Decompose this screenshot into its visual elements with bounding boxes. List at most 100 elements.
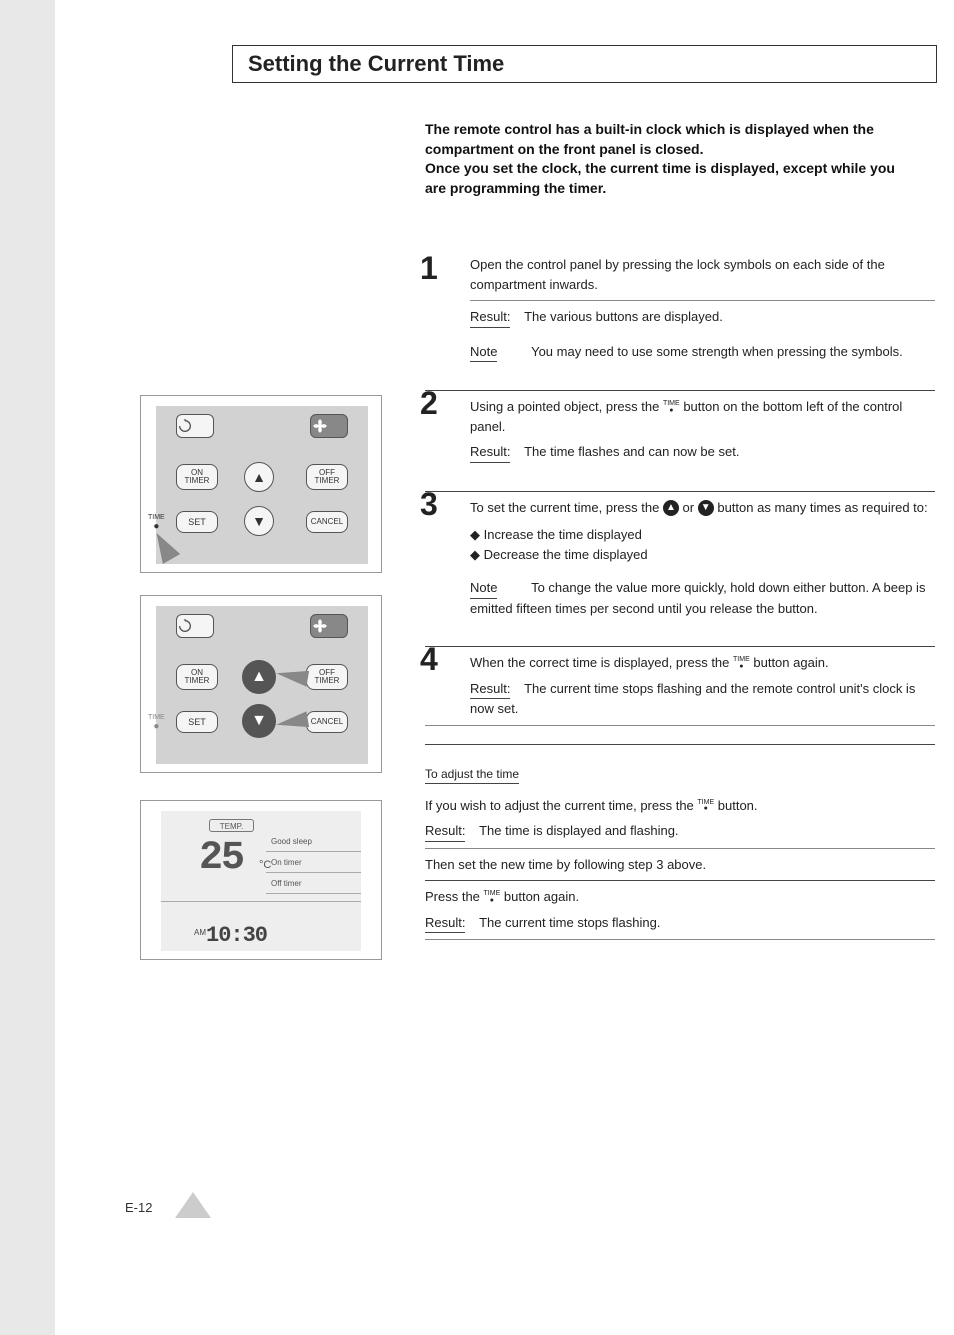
time-icon: TIME●: [663, 401, 680, 414]
step-2: 2 Using a pointed object, press the TIME…: [425, 390, 935, 463]
cancel-label: CANCEL: [307, 518, 347, 526]
divider: [425, 491, 935, 492]
lcd-mode-strip: Good sleep On timer Off timer: [266, 831, 361, 896]
time-text: TIME: [148, 514, 165, 521]
step2-pre: Using a pointed object, press the: [470, 399, 663, 414]
pointer-arrow-icon: [148, 528, 180, 564]
time-label: TIME ●: [148, 714, 165, 732]
page-number: E-12: [125, 1200, 152, 1215]
page-title: Setting the Current Time: [248, 51, 504, 77]
step-num-4: 4: [420, 641, 438, 678]
adjust-result2-label: Result:: [425, 913, 465, 934]
adjust-line-post: button.: [718, 798, 758, 813]
time-icon: TIME●: [697, 800, 714, 813]
pointer-arrow-up-icon: [275, 665, 309, 686]
up-button-active: ▲: [242, 660, 276, 694]
step1-main: Open the control panel by pressing the l…: [470, 255, 935, 294]
remote-panel-1-inner: ON TIMER ▲ OFF TIMER TIME ● SET ▼ CAN: [156, 406, 368, 564]
divider: [425, 725, 935, 726]
lcd-panel: TEMP. 25 °C Good sleep On timer Off time…: [140, 800, 382, 960]
title-box: Setting the Current Time: [232, 45, 937, 83]
time-icon: TIME●: [484, 891, 501, 904]
result-label-2: Result:: [470, 442, 510, 463]
set-button: SET: [176, 711, 218, 733]
lcd-time: 10:30: [206, 923, 267, 948]
intro-line-4: are programming the timer.: [425, 180, 606, 196]
pointer-arrow-down-icon: [275, 711, 309, 732]
lcd-ampm: AM: [194, 928, 206, 937]
on-timer-button: ON TIMER: [176, 464, 218, 490]
step1-note: You may need to use some strength when p…: [531, 344, 903, 359]
time-icon-label: TIME: [697, 799, 714, 806]
adjust-result2: The current time stops flashing.: [479, 915, 660, 930]
up-arrow-icon: ▲: [663, 500, 679, 516]
steps-block: 1 Open the control panel by pressing the…: [425, 255, 935, 946]
adjust-then: Then set the new time by following step …: [425, 855, 935, 875]
mode-off-timer: Off timer: [266, 873, 361, 894]
divider: [425, 848, 935, 849]
intro-block: The remote control has a built-in clock …: [425, 120, 925, 198]
intro-line-3: Once you set the clock, the current time…: [425, 160, 895, 176]
swing-icon: [177, 418, 193, 434]
swing-icon: [177, 618, 193, 634]
time-text: TIME: [148, 714, 165, 721]
up-arrow-icon: ▲: [252, 469, 266, 485]
note-label-3: Note: [470, 578, 497, 599]
step2-result: The time flashes and can now be set.: [524, 444, 739, 459]
step3-mid: or: [683, 500, 698, 515]
down-button-active: ▼: [242, 704, 276, 738]
set-label: SET: [177, 518, 217, 527]
step-4: 4 When the correct time is displayed, pr…: [425, 646, 935, 726]
divider: [425, 646, 935, 647]
divider: [425, 939, 935, 940]
down-arrow-icon: ▼: [698, 500, 714, 516]
step-num-1: 1: [420, 250, 438, 287]
result-label-4: Result:: [470, 679, 510, 700]
time-icon-label: TIME: [733, 656, 750, 663]
fan-button: [310, 614, 348, 638]
time-icon-label: TIME: [484, 890, 501, 897]
remote-panel-2: ON TIMER ▲ OFF TIMER TIME ● SET ▼ CANCEL: [140, 595, 382, 773]
down-arrow-icon: ▼: [251, 712, 267, 730]
set-button: SET: [176, 511, 218, 533]
on-timer-l2: TIMER: [177, 477, 217, 485]
divider: [425, 390, 935, 391]
time-dot-icon: ●: [153, 721, 159, 732]
up-button: ▲: [244, 462, 274, 492]
lcd-temp-label: TEMP.: [209, 819, 254, 832]
lcd-temp-value: 25: [199, 836, 243, 881]
cancel-button: CANCEL: [306, 511, 348, 533]
page: Setting the Current Time The remote cont…: [55, 0, 954, 1335]
adjust-result-label: Result:: [425, 821, 465, 842]
adjust-confirm-post: button again.: [504, 889, 579, 904]
time-icon-label: TIME: [663, 400, 680, 407]
step4-result: The current time stops flashing and the …: [470, 681, 915, 717]
mode-good-sleep: Good sleep: [266, 831, 361, 852]
cancel-label: CANCEL: [307, 718, 347, 726]
adjust-line-pre: If you wish to adjust the current time, …: [425, 798, 697, 813]
adjust-confirm-pre: Press the: [425, 889, 484, 904]
step3-bullet1: ◆ Increase the time displayed: [470, 525, 935, 545]
divider: [470, 300, 935, 301]
adjust-title: To adjust the time: [425, 765, 519, 784]
note-label-1: Note: [470, 342, 497, 363]
remote-panel-2-inner: ON TIMER ▲ OFF TIMER TIME ● SET ▼ CANCEL: [156, 606, 368, 764]
lcd-inner: TEMP. 25 °C Good sleep On timer Off time…: [161, 811, 361, 951]
step3-note: To change the value more quickly, hold d…: [470, 580, 925, 616]
step4-post: button again.: [753, 655, 828, 670]
remote-panel-1: ON TIMER ▲ OFF TIMER TIME ● SET ▼ CAN: [140, 395, 382, 573]
page-arrow-icon: [175, 1192, 211, 1218]
off-timer-button: OFF TIMER: [306, 464, 348, 490]
intro-line-2: compartment on the front panel is closed…: [425, 141, 703, 157]
step3-post: button as many times as required to:: [717, 500, 927, 515]
step4-pre: When the correct time is displayed, pres…: [470, 655, 733, 670]
divider: [425, 880, 935, 881]
step-num-2: 2: [420, 385, 438, 422]
step3-pre: To set the current time, press the: [470, 500, 663, 515]
down-button: ▼: [244, 506, 274, 536]
result-label-1: Result:: [470, 307, 510, 328]
step-1: 1 Open the control panel by pressing the…: [425, 255, 935, 362]
intro-line-1: The remote control has a built-in clock …: [425, 121, 874, 137]
fan-icon: [311, 617, 329, 635]
adjust-section: To adjust the time If you wish to adjust…: [425, 744, 935, 941]
